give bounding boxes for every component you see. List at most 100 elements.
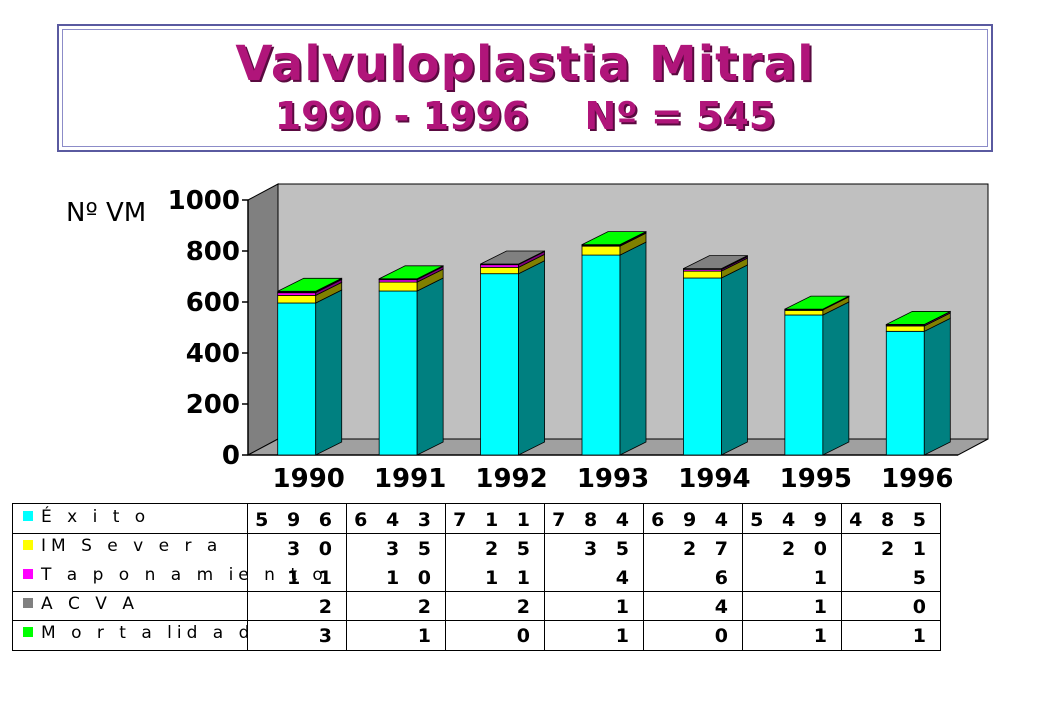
bar-1992-s0 [480,273,519,456]
title-box: Valvuloplastia Mitral 1990 - 1996 Nº = 54… [57,24,993,152]
table-cell: 1 1 [484,567,536,589]
table-cell: 0 [714,625,734,647]
table-cell: 0 [516,625,536,647]
legend-label: M o r t a lid a d [41,623,255,643]
col-1995: 5 4 9 2 0 1 1 1 [742,503,842,651]
table-cell: 1 [912,625,932,647]
row-separator [248,533,346,534]
bar-top-1992 [480,250,545,265]
row-separator [842,533,940,534]
y-tick-label: 0 [222,441,240,471]
chart-subtitle: 1990 - 1996 Nº = 545 [59,94,991,138]
subtitle-count: Nº = 545 [584,94,776,138]
subtitle-years: 1990 - 1996 [274,94,529,138]
bar-side-1992-s0 [518,260,545,456]
row-separator [545,591,643,592]
bar-side-1990-s0 [315,289,343,456]
bar-top-1990 [277,277,342,292]
row-separator [644,620,742,621]
table-cell: 1 0 [385,567,437,589]
bar-side-1996-s0 [923,317,951,456]
y-tick-label: 800 [186,237,240,267]
col-1990: 5 9 6 3 0 1 1 2 3 [247,503,347,651]
bar-1992-s1 [480,266,519,275]
bar-top-1996 [886,311,951,325]
bar-1993-s1 [581,245,621,256]
row-separator [347,533,445,534]
table-cell: 2 5 [484,538,536,560]
row-separator [545,620,643,621]
bar-1990-s0 [277,302,317,456]
row-separator [446,533,544,534]
legend-swatch [23,511,33,521]
col-1996: 4 8 5 2 1 5 0 1 [841,503,941,651]
table-cell: 3 0 [286,538,338,560]
legend-swatch [23,540,33,550]
table-cell: 4 [615,567,635,589]
row-separator [743,591,841,592]
bar-1995-s0 [784,314,824,456]
row-separator [842,620,940,621]
table-cell: 4 [714,596,734,618]
legend-swatch [23,627,33,637]
y-tick-label: 600 [186,288,240,318]
bar-side-1995-s0 [822,301,850,456]
bar-top-1995 [784,295,850,310]
bar-chart: 0 200 400 600 800 1000 1990 1991 1992 1993 1994 199… [168,183,989,494]
bar-1994-s1 [683,270,722,279]
table-cell: 1 [417,625,437,647]
x-tick-label: 1990 [273,464,345,494]
col-1994: 6 9 4 2 7 6 4 0 [643,503,743,651]
row-separator [743,620,841,621]
bar-top-1993 [581,231,647,246]
table-cell: 6 9 4 [651,509,734,531]
legend-item: É x i t o [23,507,150,529]
table-cell: 5 4 9 [750,509,833,531]
row-separator [248,620,346,621]
table-cell: 7 1 1 [453,509,536,531]
table-cell: 3 5 [583,538,635,560]
x-tick-label: 1993 [577,464,649,494]
left-wall [247,183,279,456]
table-cell: 2 [417,596,437,618]
col-1993: 7 8 4 3 5 4 1 1 [544,503,644,651]
legend-swatch [23,569,33,579]
row-separator [644,533,742,534]
row-separator [545,533,643,534]
row-separator [13,620,247,621]
row-separator [842,591,940,592]
bar-1996-s0 [885,330,925,456]
y-tick-label: 1000 [168,186,240,216]
table-cell: 6 [714,567,734,589]
y-axis-label: Nº VM [66,198,147,228]
legend-swatch [23,598,33,608]
row-separator [347,620,445,621]
table-cell: 1 [813,596,833,618]
x-tick-label: 1992 [475,464,547,494]
x-tick-label: 1994 [678,464,750,494]
table-cell: 7 8 4 [552,509,635,531]
table-cell: 1 1 [286,567,338,589]
bar-top-1991 [378,265,444,280]
y-tick-label: 200 [186,390,240,420]
table-cell: 2 [516,596,536,618]
table-cell: 5 [912,567,932,589]
table-cell: 5 9 6 [255,509,338,531]
chart-title: Valvuloplastia Mitral [235,36,815,92]
table-cell: 1 [615,596,635,618]
table-cell: 1 [813,567,833,589]
y-tick-label: 400 [186,339,240,369]
row-separator [644,591,742,592]
table-cell: 3 5 [385,538,437,560]
table-cell: 6 4 3 [354,509,437,531]
table-cell: 3 [318,625,338,647]
table-cell: 0 [912,596,932,618]
bar-side-1991-s0 [416,277,444,456]
bar-1990-s1 [277,294,317,304]
x-tick-label: 1996 [881,464,953,494]
legend-item: M o r t a lid a d [23,623,254,645]
row-separator [743,533,841,534]
table-cell: 2 7 [682,538,734,560]
